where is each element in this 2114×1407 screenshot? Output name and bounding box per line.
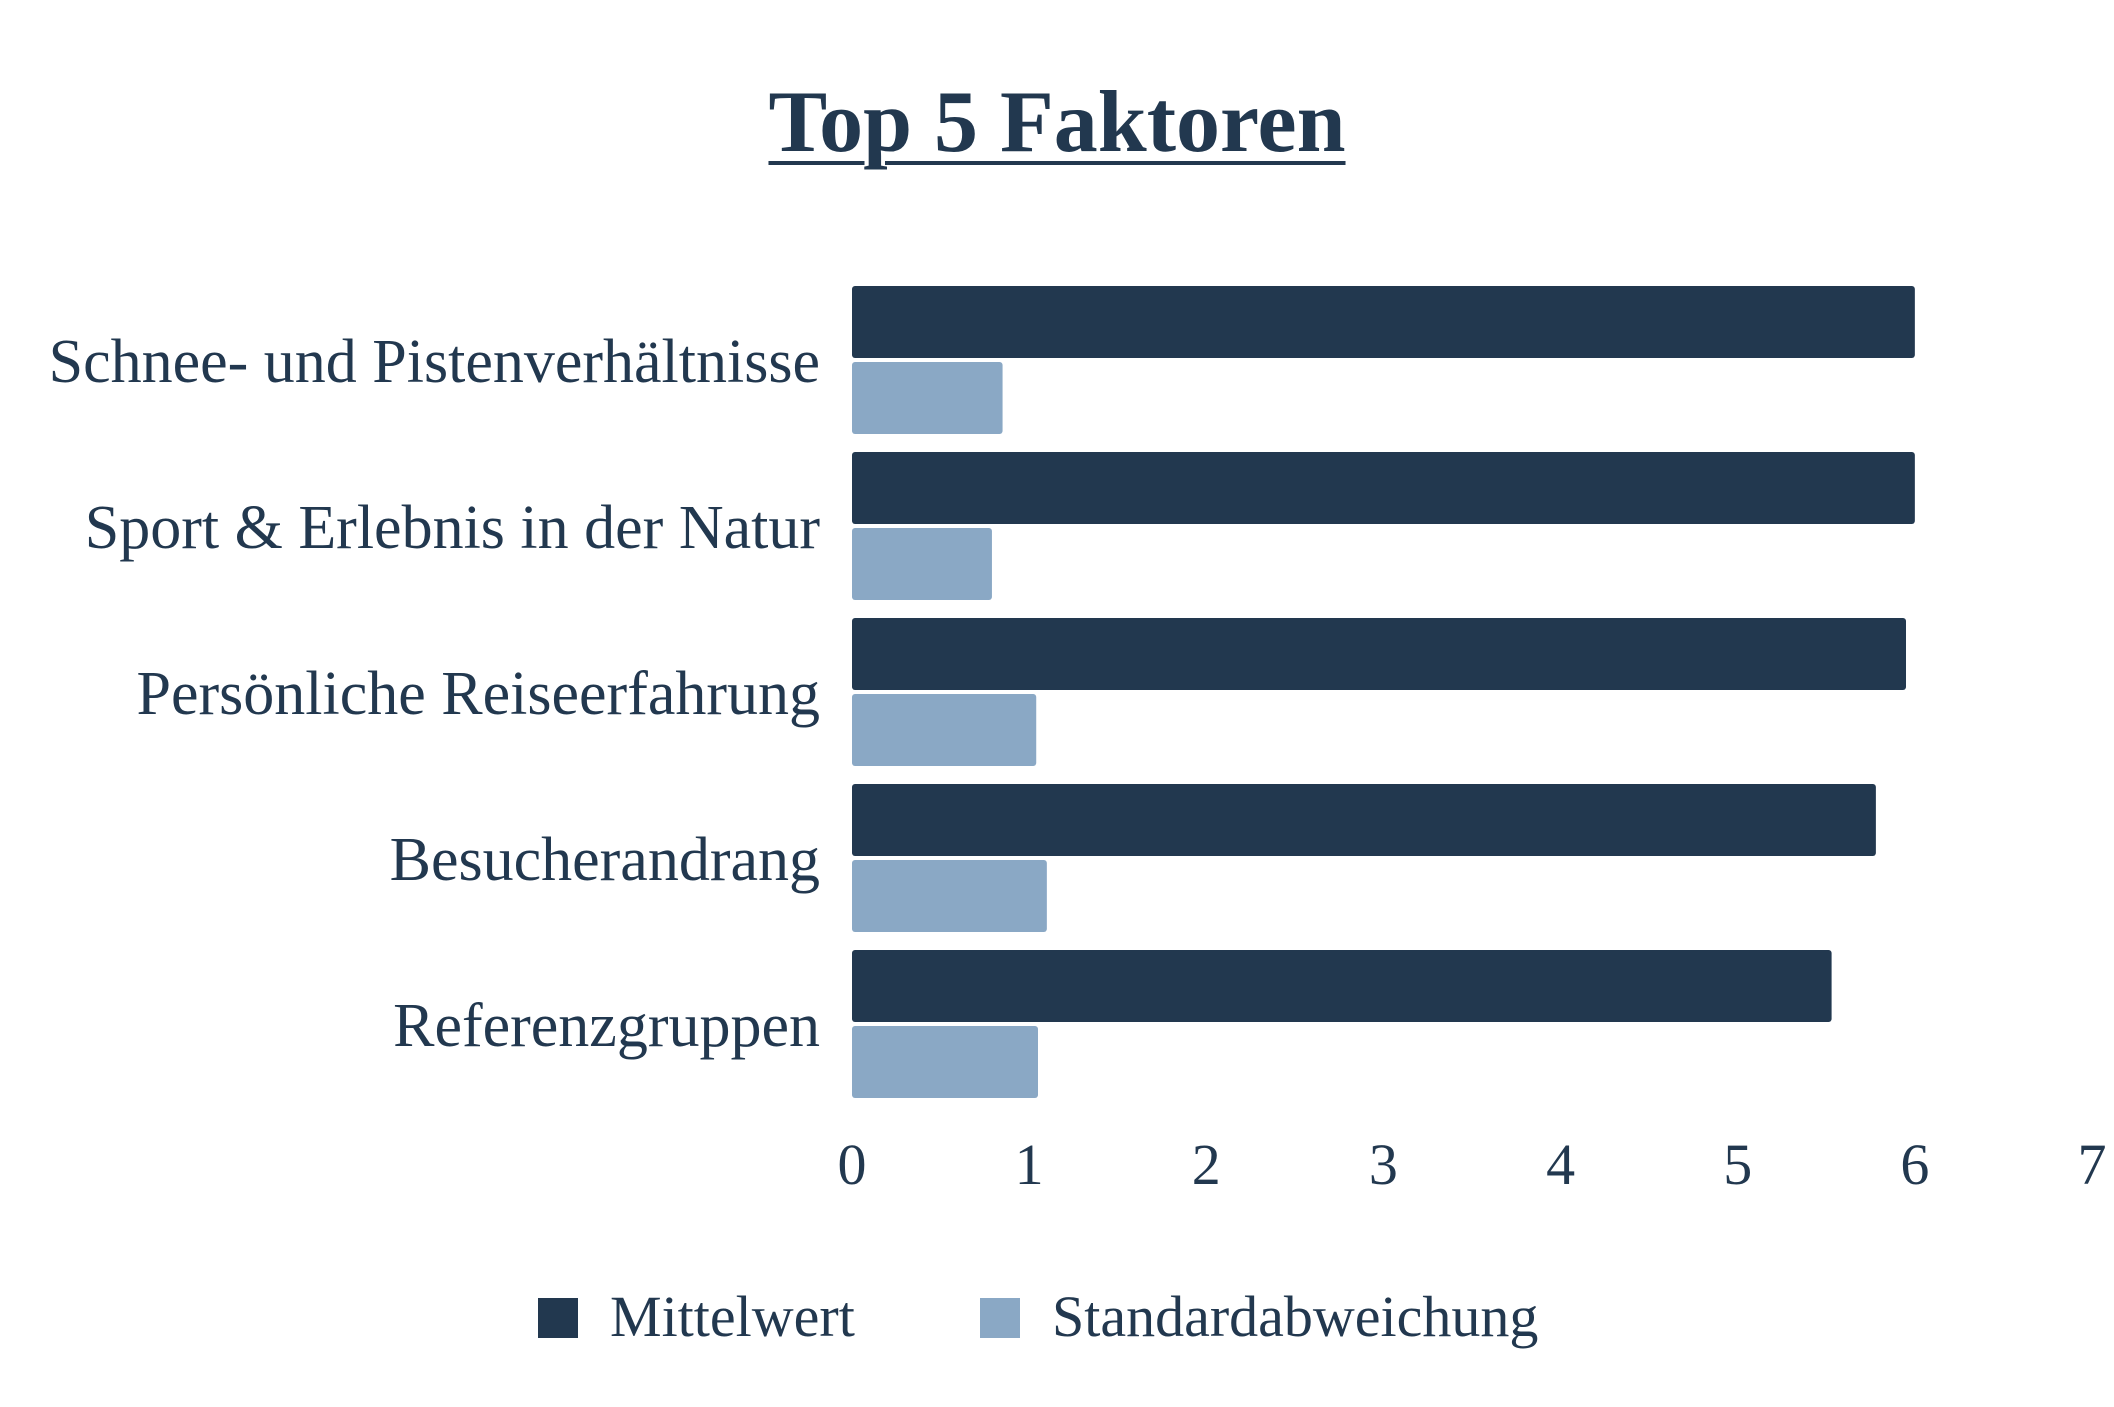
x-tick-label: 1 — [1015, 1132, 1044, 1197]
bar-mittelwert-4 — [852, 950, 1832, 1022]
category-label: Referenzgruppen — [393, 992, 820, 1060]
x-tick-label: 3 — [1369, 1132, 1398, 1197]
category-label: Schnee- und Pistenverhältnisse — [49, 328, 820, 396]
x-tick-label: 7 — [2078, 1132, 2107, 1197]
chart-title-text: Top 5 Faktoren — [768, 74, 1346, 171]
legend-label-standardabweichung: Standardabweichung — [1052, 1284, 1538, 1349]
x-tick-label: 5 — [1723, 1132, 1752, 1197]
bar-mittelwert-2 — [852, 618, 1906, 690]
x-tick-label: 4 — [1546, 1132, 1575, 1197]
bars-group — [852, 286, 1915, 1098]
bar-mittelwert-0 — [852, 286, 1915, 358]
legend-swatch-standardabweichung — [980, 1298, 1020, 1338]
x-axis-ticks: 0 1 2 3 4 5 6 7 — [838, 1132, 2107, 1197]
bar-standardabweichung-4 — [852, 1026, 1038, 1098]
x-tick-label: 6 — [1900, 1132, 1929, 1197]
bar-mittelwert-3 — [852, 784, 1876, 856]
category-label: Sport & Erlebnis in der Natur — [85, 494, 821, 562]
legend-swatch-mittelwert — [538, 1298, 578, 1338]
bar-standardabweichung-0 — [852, 362, 1003, 434]
category-label: Persönliche Reiseerfahrung — [137, 660, 820, 728]
chart-title: Top 5 Faktoren — [0, 72, 2114, 173]
bar-standardabweichung-1 — [852, 528, 992, 600]
x-tick-label: 0 — [838, 1132, 867, 1197]
legend-label-mittelwert: Mittelwert — [610, 1284, 855, 1349]
bar-standardabweichung-2 — [852, 694, 1037, 766]
bar-mittelwert-1 — [852, 452, 1915, 524]
bar-standardabweichung-3 — [852, 860, 1047, 932]
category-label: Besucherandrang — [390, 826, 820, 894]
x-tick-label: 2 — [1192, 1132, 1221, 1197]
category-labels: Schnee- und Pistenverhältnisse Sport & Er… — [49, 328, 821, 1060]
legend: Mittelwert Standardabweichung — [538, 1284, 1538, 1349]
